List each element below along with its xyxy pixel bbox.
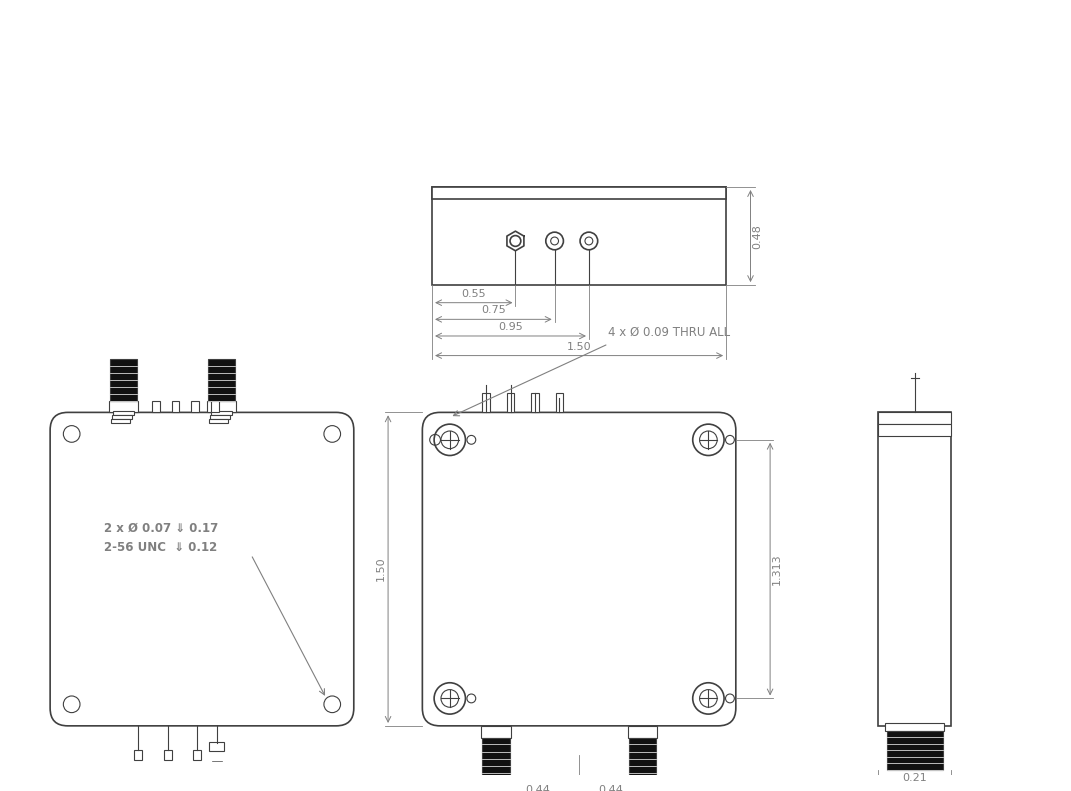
Text: 1.50: 1.50 <box>376 557 387 581</box>
Bar <box>164 751 171 760</box>
FancyBboxPatch shape <box>50 412 353 726</box>
Bar <box>134 751 142 760</box>
Bar <box>109 400 138 412</box>
Text: 1.50: 1.50 <box>567 342 591 352</box>
Bar <box>193 751 201 760</box>
Bar <box>887 731 942 770</box>
Bar <box>481 726 511 737</box>
Bar <box>209 741 225 751</box>
Bar <box>112 411 134 415</box>
Text: 0.55: 0.55 <box>462 289 486 299</box>
Text: 0.95: 0.95 <box>498 322 523 332</box>
Bar <box>433 187 726 285</box>
Text: 2-56 UNC  ⇓ 0.12: 2-56 UNC ⇓ 0.12 <box>104 541 217 554</box>
Bar <box>209 419 228 423</box>
Bar <box>886 723 944 731</box>
Bar <box>878 412 951 424</box>
Bar <box>211 400 218 412</box>
Bar <box>482 737 510 780</box>
FancyBboxPatch shape <box>422 412 736 726</box>
Bar <box>210 415 230 419</box>
Bar <box>878 412 951 726</box>
Bar <box>878 424 951 436</box>
Text: 0.44: 0.44 <box>599 785 623 791</box>
Text: 2 x Ø 0.07 ⇓ 0.17: 2 x Ø 0.07 ⇓ 0.17 <box>104 522 218 535</box>
Bar <box>482 393 489 412</box>
Text: 1.313: 1.313 <box>772 554 782 585</box>
Text: 0.48: 0.48 <box>752 224 763 248</box>
Text: 0.21: 0.21 <box>902 773 927 782</box>
Bar <box>152 400 160 412</box>
Bar <box>208 359 236 400</box>
Bar <box>110 359 137 400</box>
Text: 0.75: 0.75 <box>481 305 506 316</box>
Bar <box>207 400 237 412</box>
Bar <box>111 419 131 423</box>
Bar <box>531 393 539 412</box>
Bar <box>111 415 133 419</box>
Bar <box>556 393 563 412</box>
Bar <box>628 726 658 737</box>
Bar <box>507 393 514 412</box>
Bar <box>211 411 232 415</box>
Bar <box>629 737 657 780</box>
Bar <box>433 187 726 199</box>
Bar <box>192 400 199 412</box>
Bar <box>171 400 180 412</box>
Text: 4 x Ø 0.09 THRU ALL: 4 x Ø 0.09 THRU ALL <box>608 326 730 339</box>
Text: 0.44: 0.44 <box>525 785 549 791</box>
